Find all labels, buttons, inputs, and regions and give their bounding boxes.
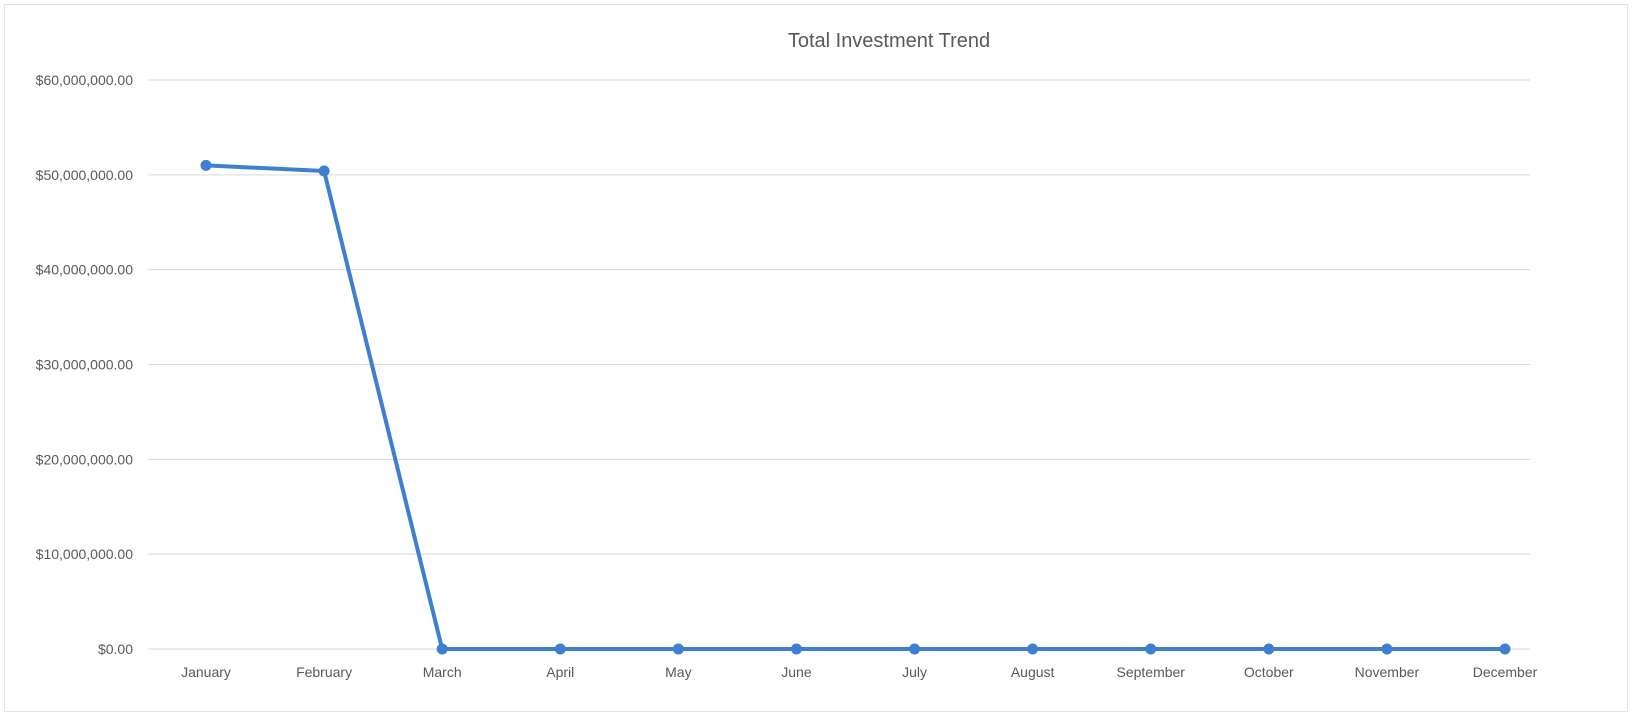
chart-frame [4,4,1628,712]
x-tick-label: January [181,664,231,680]
y-tick-label: $10,000,000.00 [36,546,134,562]
gridlines [148,79,1530,650]
y-axis-tick-labels: $0.00 $10,000,000.00 $20,000,000.00 $30,000… [36,72,134,657]
series-line [204,163,1507,651]
data-point [1499,643,1511,655]
data-point [1381,643,1393,655]
x-tick-label: October [1244,664,1294,680]
y-tick-label: $20,000,000.00 [36,451,134,467]
y-tick-label: $30,000,000.00 [36,357,134,373]
x-tick-label: April [546,664,574,680]
data-point [318,165,330,177]
data-point [1027,643,1039,655]
data-point [790,643,802,655]
y-tick-label: $40,000,000.00 [36,262,134,278]
data-point [436,643,448,655]
data-point [1145,643,1157,655]
x-tick-label: July [902,664,927,680]
y-tick-label: $0.00 [98,641,133,657]
x-tick-label: June [781,664,812,680]
x-tick-label: February [296,664,352,680]
y-tick-label: $60,000,000.00 [36,72,134,88]
x-tick-label: August [1011,664,1055,680]
data-point [672,643,684,655]
x-tick-label: March [423,664,462,680]
x-tick-label: September [1116,664,1185,680]
x-tick-label: November [1355,664,1420,680]
data-point [1263,643,1275,655]
data-point [554,643,566,655]
chart-title: Total Investment Trend [788,30,990,52]
x-axis-tick-labels: January February March April May June July Augu… [181,664,1538,680]
data-point [909,643,921,655]
y-tick-label: $50,000,000.00 [36,167,134,183]
x-tick-label: December [1473,664,1538,680]
data-point [200,159,212,171]
series-investment [200,159,1511,655]
x-tick-label: May [665,664,691,680]
